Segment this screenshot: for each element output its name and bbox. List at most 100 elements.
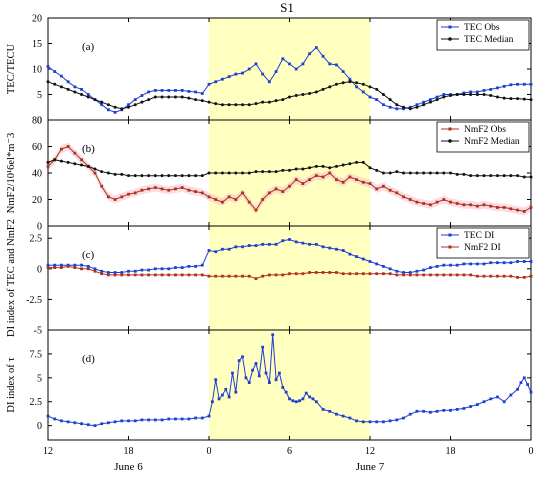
data-point: [368, 182, 372, 185]
data-point: [284, 390, 288, 394]
data-point: [281, 385, 285, 389]
data-point: [133, 98, 137, 101]
data-point: [361, 90, 365, 94]
data-point: [455, 273, 459, 277]
data-point: [200, 174, 204, 178]
data-point: [395, 103, 399, 107]
data-point: [200, 92, 204, 95]
data-point: [207, 82, 211, 86]
data-point: [194, 273, 197, 277]
data-point: [355, 178, 358, 182]
data-point: [308, 178, 312, 182]
data-point: [502, 261, 506, 265]
data-point: [278, 371, 281, 375]
data-point: [301, 167, 305, 171]
data-point: [147, 174, 151, 178]
data-point: [167, 267, 171, 271]
data-point: [435, 409, 439, 413]
data-point: [227, 103, 231, 107]
data-point: [428, 98, 432, 101]
data-point: [469, 262, 473, 266]
data-point: [301, 93, 305, 96]
data-point: [221, 274, 224, 278]
data-point: [355, 255, 358, 258]
panel-d: 0 2.5 5 7.5 DI index of τ (d): [6, 329, 533, 441]
data-point: [294, 400, 298, 404]
legend-marker: [448, 25, 452, 29]
data-point: [301, 182, 305, 185]
data-point: [314, 242, 318, 246]
data-point: [502, 274, 506, 278]
data-point: [267, 100, 271, 104]
data-point: [251, 368, 255, 372]
data-point: [174, 273, 177, 277]
data-point: [281, 98, 285, 102]
data-point: [194, 416, 197, 420]
y-tick-label: 0: [37, 116, 42, 127]
data-point: [301, 272, 305, 276]
data-point: [361, 272, 365, 276]
data-point: [402, 105, 406, 109]
data-point: [415, 269, 419, 273]
data-point: [529, 274, 533, 278]
y-tick-label: 15: [32, 39, 42, 50]
data-point: [341, 81, 345, 85]
data-point: [395, 269, 399, 273]
data-point: [408, 171, 412, 175]
data-point: [73, 263, 77, 267]
y-tick-label: 2.5: [30, 397, 43, 408]
data-point: [449, 94, 452, 98]
data-point: [210, 400, 214, 404]
data-point: [321, 87, 325, 91]
data-point: [106, 195, 110, 199]
data-point: [254, 170, 258, 174]
data-point: [328, 271, 332, 274]
data-point: [462, 203, 466, 207]
data-point: [298, 399, 301, 403]
data-point: [167, 89, 171, 92]
data-point: [482, 274, 486, 278]
data-point: [509, 207, 513, 211]
data-point: [133, 191, 137, 195]
x-tick-label: 12: [43, 446, 53, 457]
data-point: [60, 266, 63, 269]
data-point: [375, 187, 379, 191]
data-point: [153, 174, 157, 178]
data-point: [234, 245, 238, 249]
data-point: [187, 264, 191, 268]
data-point: [502, 96, 506, 100]
data-point: [435, 264, 439, 268]
data-point: [160, 418, 164, 422]
data-point: [335, 412, 338, 416]
data-point: [462, 91, 466, 95]
data-point: [435, 95, 439, 99]
data-point: [388, 267, 392, 271]
data-point: [261, 242, 265, 246]
data-point: [147, 98, 151, 102]
data-point: [264, 371, 268, 375]
data-point: [214, 102, 218, 106]
data-point: [294, 67, 298, 71]
y-tick-label: 7.5: [30, 349, 43, 360]
data-point: [227, 75, 231, 79]
data-point: [180, 273, 184, 277]
data-point: [442, 171, 446, 175]
data-point: [187, 174, 191, 178]
y-axis-label: TEC/TECU: [6, 44, 17, 95]
data-point: [382, 420, 385, 424]
data-point: [234, 171, 238, 175]
data-point: [214, 378, 218, 382]
data-point: [106, 421, 110, 425]
data-point: [147, 268, 151, 272]
data-point: [237, 359, 241, 363]
data-point: [516, 174, 520, 178]
panel-label: (c): [82, 249, 95, 261]
data-point: [348, 416, 352, 420]
data-point: [294, 178, 298, 182]
series-c-1: [46, 264, 533, 281]
data-point: [415, 171, 419, 175]
data-point: [120, 195, 124, 199]
data-point: [66, 420, 70, 424]
data-point: [408, 412, 412, 416]
data-point: [408, 273, 412, 277]
